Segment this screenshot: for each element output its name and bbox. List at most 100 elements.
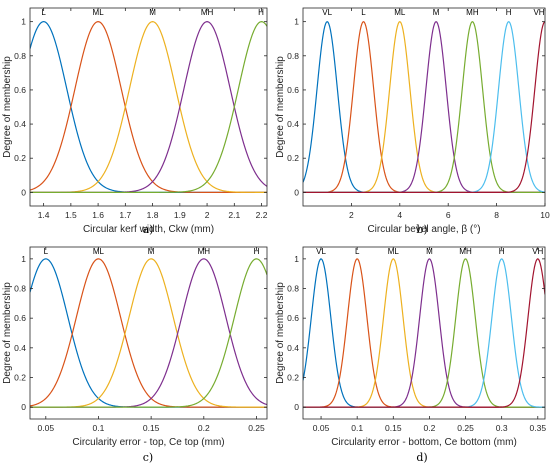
y-tick-label: 0.4	[14, 119, 26, 129]
series-line-l	[30, 21, 267, 193]
x-tick-label: 0.35	[530, 423, 547, 433]
x-tick-label: 6	[446, 210, 451, 220]
y-tick-label: 0.6	[287, 85, 299, 95]
x-tick-label: 0.3	[496, 423, 508, 433]
axes-box	[302, 246, 546, 420]
y-tick-label: 0.4	[287, 343, 299, 353]
y-axis-label: Degree of membership	[275, 56, 286, 158]
y-tick-label: 1	[21, 254, 26, 264]
mf-label-vl: VL	[316, 247, 326, 256]
series-line-h	[30, 258, 267, 408]
chart-panel-d: VL L ML M MH H VH 0.05 0.1 0.15 0.2 0.25 0.3 0.35 0 0.2…	[275, 246, 547, 464]
x-tick-label: 0.1	[351, 423, 363, 433]
series-line-m	[30, 21, 267, 193]
axes-box	[29, 7, 268, 207]
mf-label-h: H	[258, 8, 264, 17]
y-tick-label: 0.8	[287, 51, 299, 61]
mf-label-h: H	[506, 8, 512, 17]
mf-label-mh: MH	[466, 8, 479, 17]
x-tick-label: 1.8	[147, 210, 159, 220]
series-line-ml	[30, 258, 267, 408]
mf-label-m: M	[426, 247, 433, 256]
x-tick-label: 2	[349, 210, 354, 220]
mf-label-mh: MH	[201, 8, 214, 17]
y-tick-label: 0.2	[14, 372, 26, 382]
y-tick-label: 0.8	[14, 51, 26, 61]
series-line-vh	[303, 258, 545, 408]
mf-label-m: M	[148, 247, 155, 256]
x-tick-label: 2.2	[256, 210, 268, 220]
x-tick-label: 1.4	[38, 210, 50, 220]
axes-box	[29, 246, 268, 420]
x-tick-label: 0.05	[38, 423, 55, 433]
x-tick-label: 0.05	[313, 423, 330, 433]
series-line-h	[30, 21, 267, 193]
series-line-m	[303, 258, 545, 408]
x-tick-label: 0.25	[457, 423, 474, 433]
series-line-vh	[303, 21, 545, 193]
x-tick-label: 1.6	[92, 210, 104, 220]
y-tick-label: 0.8	[287, 284, 299, 294]
y-axis-label: Degree of membership	[2, 282, 13, 384]
x-tick-label: 4	[397, 210, 402, 220]
mf-label-ml: ML	[93, 247, 105, 256]
x-tick-label: 2.1	[228, 210, 240, 220]
series-line-l	[30, 258, 267, 408]
x-axis-label: Circularity error - bottom, Ce bottom (m…	[331, 437, 517, 448]
mf-label-ml: ML	[93, 8, 105, 17]
panel-label: d)	[416, 451, 427, 464]
y-tick-label: 0.2	[287, 153, 299, 163]
x-tick-label: 0.15	[143, 423, 160, 433]
panel-label: b)	[416, 223, 427, 236]
x-tick-label: 0.15	[385, 423, 402, 433]
y-tick-label: 0	[21, 402, 26, 412]
panel-label: a)	[143, 223, 154, 236]
mf-label-vh: VH	[532, 247, 543, 256]
x-tick-label: 8	[494, 210, 499, 220]
series-line-m	[30, 258, 267, 408]
series-line-mh	[30, 258, 267, 408]
mf-label-m: M	[433, 8, 440, 17]
x-tick-label: 1.5	[65, 210, 77, 220]
mf-label-vh: VH	[533, 8, 544, 17]
mf-label-ml: ML	[394, 8, 406, 17]
x-tick-label: 1.7	[119, 210, 131, 220]
mf-label-h: H	[254, 247, 260, 256]
y-tick-label: 0	[21, 187, 26, 197]
chart-panel-a: L ML M MH H 1.4 1.5 1.6 1.7 1.8 1.9 2 2.1 2.2 0 0.2 0.4 0…	[2, 7, 268, 236]
y-tick-label: 0.6	[14, 313, 26, 323]
y-tick-label: 1	[21, 17, 26, 27]
y-tick-label: 0.6	[287, 313, 299, 323]
x-tick-label: 0.2	[198, 423, 210, 433]
x-axis-label: Circularity error - top, Ce top (mm)	[72, 437, 224, 448]
x-tick-label: 10	[540, 210, 550, 220]
panel-label: c)	[143, 451, 153, 464]
x-axis-label: Circular kerf width, Ckw (mm)	[83, 224, 214, 235]
mf-label-mh: MH	[198, 247, 211, 256]
x-tick-label: 0.25	[248, 423, 265, 433]
y-tick-label: 0.2	[287, 372, 299, 382]
y-tick-label: 1	[294, 17, 299, 27]
y-tick-label: 0.8	[14, 284, 26, 294]
y-tick-label: 0.6	[14, 85, 26, 95]
y-tick-label: 0	[294, 402, 299, 412]
series-line-ml	[30, 21, 267, 193]
x-axis-label: Circular bevel angle, β (°)	[367, 224, 480, 235]
mf-label-vl: VL	[322, 8, 332, 17]
y-tick-label: 0	[294, 187, 299, 197]
x-tick-label: 1.9	[174, 210, 186, 220]
chart-panel-c: L ML M MH H 0.05 0.1 0.15 0.2 0.25 0 0.2 0.4 0.6 0.8 1 C…	[2, 246, 268, 464]
mf-label-l: L	[361, 8, 366, 17]
y-tick-label: 0.4	[14, 343, 26, 353]
mf-label-mh: MH	[459, 247, 472, 256]
series-line-mh	[30, 21, 267, 193]
x-tick-label: 2	[205, 210, 210, 220]
y-axis-label: Degree of membership	[275, 282, 286, 384]
chart-panel-b: VL L ML M MH H VH 2 4 6 8 10 0 0.2 0.4 0.6 0.8 1 Circular …	[275, 7, 550, 236]
y-tick-label: 1	[294, 254, 299, 264]
mf-label-ml: ML	[388, 247, 400, 256]
y-tick-label: 0.4	[287, 119, 299, 129]
mf-label-l: L	[41, 8, 46, 17]
x-tick-label: 0.2	[424, 423, 436, 433]
